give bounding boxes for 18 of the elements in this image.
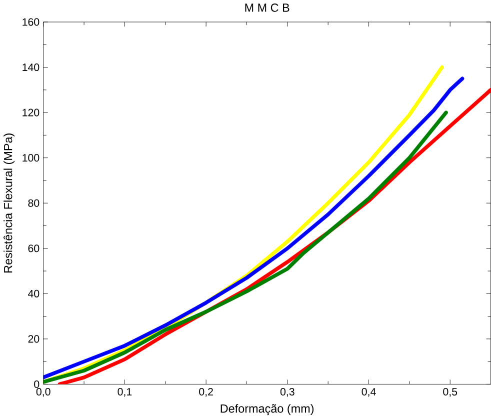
y-tick-label: 140 xyxy=(22,64,40,72)
y-tick-label: 60 xyxy=(28,244,40,252)
x-tick-label: 0,4 xyxy=(362,388,376,397)
y-tick-label: 0 xyxy=(34,380,40,388)
y-tick-label: 20 xyxy=(28,335,40,343)
y-tick-label: 80 xyxy=(28,200,40,208)
x-tick-label: 0,2 xyxy=(199,388,213,397)
y-axis-title: Resistência Flexural (MPa) xyxy=(4,134,15,273)
y-tick-label: 40 xyxy=(28,290,40,298)
x-tick-label: 0,3 xyxy=(280,388,294,397)
y-tick-label: 120 xyxy=(22,108,40,117)
x-axis-title: Deformação (mm) xyxy=(220,404,314,416)
x-tick-label: 0,0 xyxy=(36,388,50,397)
x-tick-label: 0,5 xyxy=(443,388,458,397)
chart-title: M M C B xyxy=(245,4,290,12)
y-tick-label: 100 xyxy=(22,154,40,162)
y-tick-label: 160 xyxy=(22,18,40,26)
x-tick-label: 0,1 xyxy=(118,388,132,397)
